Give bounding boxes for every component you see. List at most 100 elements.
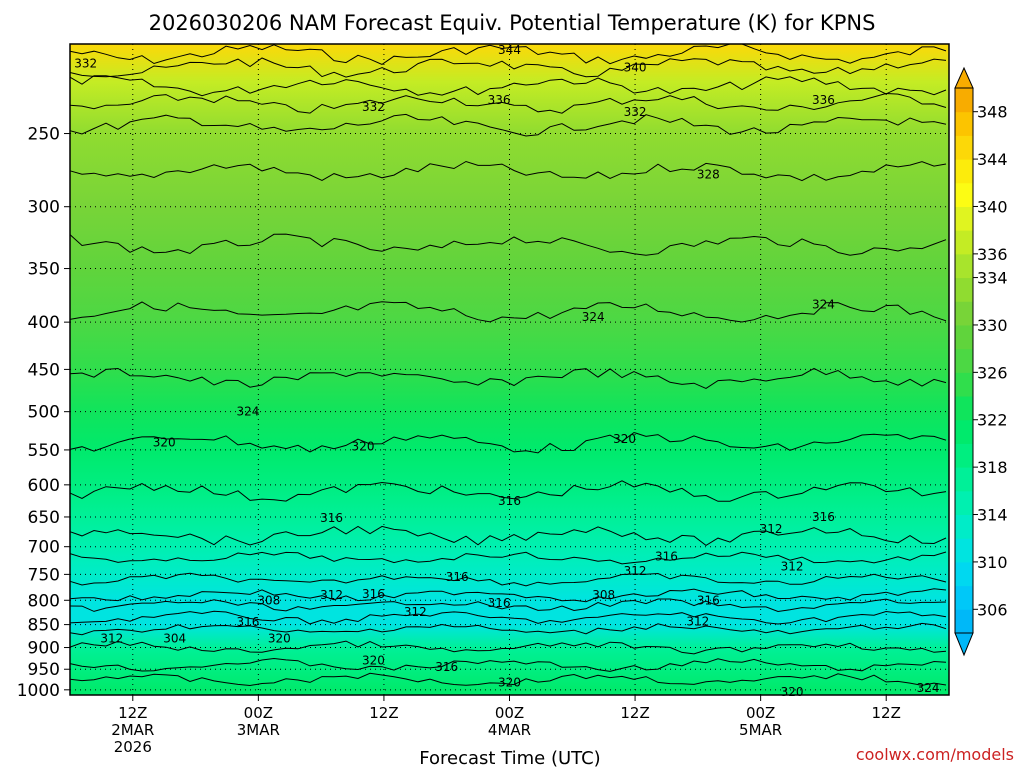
contour-label: 320 — [498, 676, 521, 690]
y-tick-label: 650 — [28, 508, 60, 528]
x-tick-label: 3MAR — [237, 721, 280, 739]
contour-line — [69, 622, 947, 636]
contour-label: 344 — [498, 43, 521, 57]
contour-line — [69, 480, 947, 502]
contour-line — [69, 113, 947, 137]
y-tick-label: 750 — [28, 565, 60, 585]
contour-label: 332 — [624, 105, 647, 119]
contour-label: 312 — [686, 614, 709, 628]
contour-label: 324 — [812, 298, 835, 312]
contour-label: 320 — [352, 439, 375, 453]
contour-label: 320 — [362, 654, 385, 668]
y-tick-label: 800 — [28, 591, 60, 611]
colorbar-swatch — [955, 277, 973, 302]
colorbar-swatch — [955, 538, 973, 563]
chart-title: 2026030206 NAM Forecast Equiv. Potential… — [149, 11, 876, 35]
contour-label: 312 — [781, 559, 804, 573]
colorbar-label: 326 — [977, 363, 1008, 382]
contour-label: 340 — [624, 60, 647, 74]
contour-line — [69, 640, 947, 655]
contour-label: 320 — [613, 432, 636, 446]
x-tick-label: 5MAR — [739, 721, 782, 739]
colorbar-label: 336 — [977, 245, 1008, 264]
colorbar-swatch — [955, 396, 973, 421]
colorbar-swatch — [955, 372, 973, 397]
colorbar-label: 306 — [977, 600, 1008, 619]
colorbar-swatch — [955, 88, 973, 113]
contour-line — [69, 572, 947, 587]
contour-line — [69, 233, 947, 256]
y-tick-label: 350 — [28, 260, 60, 280]
contour-line — [69, 657, 947, 672]
contour-label: 320 — [153, 436, 176, 450]
colorbar-swatch — [955, 467, 973, 492]
colorbar-swatch — [955, 561, 973, 587]
x-tick-label: 4MAR — [488, 721, 531, 739]
contour-label: 336 — [812, 93, 835, 107]
contour-label: 332 — [74, 57, 97, 71]
y-tick-label: 950 — [28, 660, 60, 680]
colorbar-swatch — [955, 253, 973, 279]
contour-line — [69, 367, 947, 389]
y-tick-label: 450 — [28, 360, 60, 380]
contour-label: 320 — [781, 685, 804, 699]
y-tick-label: 250 — [28, 125, 60, 145]
contour-label: 316 — [697, 593, 720, 607]
x-tick-label: 00Z — [746, 704, 775, 722]
x-tick-label: 12Z — [620, 704, 649, 722]
y-tick-label: 300 — [28, 198, 60, 218]
contour-label: 308 — [257, 593, 280, 607]
contour-line — [69, 43, 947, 65]
colorbar-label: 322 — [977, 411, 1008, 430]
contour-label: 308 — [592, 588, 615, 602]
contour-line — [69, 551, 947, 565]
colorbar-swatch — [955, 206, 973, 231]
x-tick-label: 00Z — [244, 704, 273, 722]
contour-label: 316 — [236, 615, 259, 629]
contour-label: 328 — [697, 168, 720, 182]
y-tick-label: 900 — [28, 639, 60, 659]
credit-text: coolwx.com/models — [856, 745, 1014, 764]
x-tick-label: 2MAR — [111, 721, 154, 739]
colorbar-frame — [954, 87, 974, 634]
colorbar-label: 348 — [977, 103, 1008, 122]
colorbar-swatch — [955, 159, 973, 184]
contour-label: 316 — [488, 596, 511, 610]
colorbar-swatch — [955, 182, 973, 207]
colorbar-bottom-arrow — [954, 632, 974, 657]
y-tick-label: 500 — [28, 403, 60, 423]
contour-label: 316 — [362, 587, 385, 601]
colorbar-swatch — [955, 111, 973, 136]
contour-label: 304 — [163, 632, 186, 646]
contour-line — [69, 57, 947, 78]
x-axis-label: Forecast Time (UTC) — [419, 748, 600, 768]
contour-line — [69, 92, 947, 114]
contour-label: 312 — [624, 564, 647, 578]
contour-line — [69, 598, 947, 613]
colorbar-top-arrow — [954, 66, 974, 89]
contour-line — [69, 301, 947, 323]
contour-label: 316 — [498, 494, 521, 508]
contour-label: 324 — [917, 681, 940, 695]
contour-label: 312 — [404, 605, 427, 619]
y-tick-label: 400 — [28, 313, 60, 333]
contour-label: 320 — [268, 632, 291, 646]
colorbar-swatch — [955, 301, 973, 326]
x-tick-label: 00Z — [495, 704, 524, 722]
x-tick-label: 2026 — [114, 738, 152, 756]
colorbar-swatch — [955, 230, 973, 255]
pressure-axis: 250 300 350 400 450 500 550 600 650 700 750 800 850 9… — [17, 125, 70, 701]
x-tick-label: 12Z — [369, 704, 398, 722]
contour-line — [69, 588, 947, 603]
colorbar-swatch — [955, 443, 973, 468]
x-tick-label: 12Z — [872, 704, 901, 722]
colorbar-label: 344 — [977, 150, 1008, 169]
colorbar-swatch — [955, 514, 973, 539]
contour-label: 324 — [236, 405, 259, 419]
colorbar-label: 334 — [977, 269, 1008, 288]
y-tick-label: 550 — [28, 441, 60, 461]
contour-label: 316 — [655, 549, 678, 563]
grid-lines — [70, 44, 949, 695]
